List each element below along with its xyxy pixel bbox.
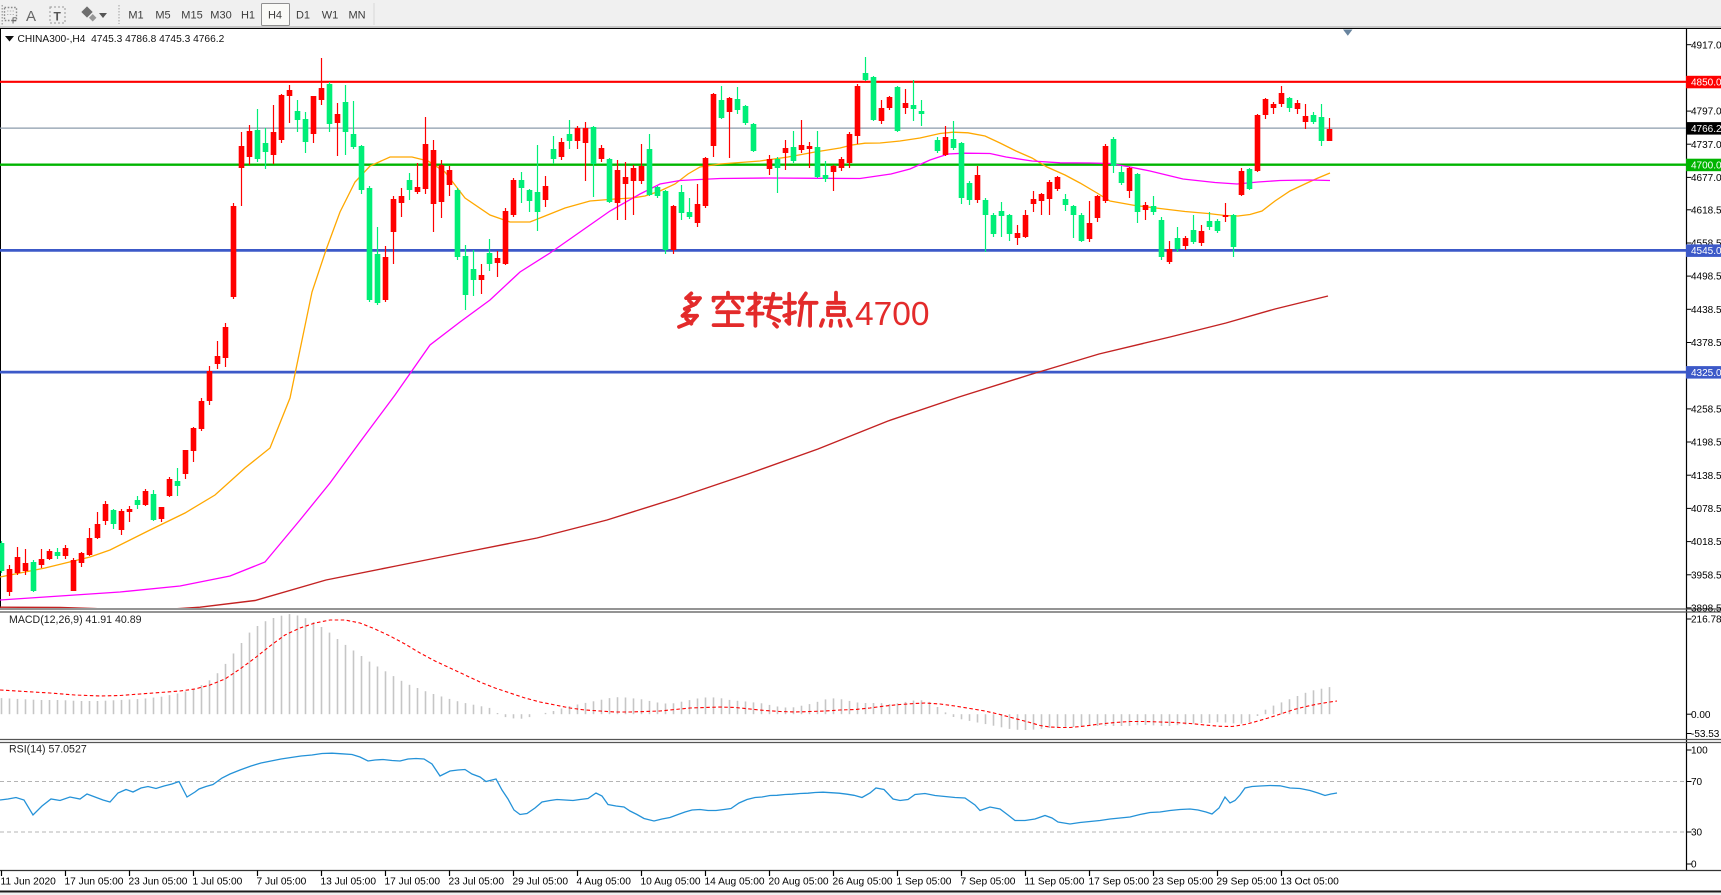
svg-text:30: 30 — [1691, 828, 1703, 839]
svg-text:H4: H4 — [268, 10, 282, 22]
svg-text:4325.0: 4325.0 — [1691, 368, 1721, 379]
svg-text:4078.5: 4078.5 — [1691, 504, 1721, 515]
svg-text:23 Jun 05:00: 23 Jun 05:00 — [129, 877, 188, 888]
svg-text:4378.5: 4378.5 — [1691, 338, 1721, 349]
svg-text:4737.0: 4737.0 — [1691, 140, 1721, 151]
svg-text:4498.5: 4498.5 — [1691, 272, 1721, 283]
svg-text:10 Aug 05:00: 10 Aug 05:00 — [641, 877, 701, 888]
svg-text:0.00: 0.00 — [1691, 710, 1711, 721]
svg-text:14 Aug 05:00: 14 Aug 05:00 — [705, 877, 765, 888]
svg-text:-53.53: -53.53 — [1691, 729, 1720, 740]
svg-text:11 Sep 05:00: 11 Sep 05:00 — [1025, 877, 1085, 888]
svg-text:26 Aug 05:00: 26 Aug 05:00 — [833, 877, 893, 888]
svg-text:4917.0: 4917.0 — [1691, 40, 1721, 51]
svg-text:4545.0: 4545.0 — [1691, 246, 1721, 257]
svg-text:4618.5: 4618.5 — [1691, 205, 1721, 216]
svg-text:29 Sep 05:00: 29 Sep 05:00 — [1217, 877, 1278, 888]
svg-text:13 Oct 05:00: 13 Oct 05:00 — [1281, 877, 1340, 888]
svg-text:4797.0: 4797.0 — [1691, 107, 1721, 118]
svg-text:4138.5: 4138.5 — [1691, 471, 1721, 482]
svg-text:RSI(14) 57.0527: RSI(14) 57.0527 — [9, 744, 87, 756]
svg-text:D1: D1 — [296, 10, 310, 22]
svg-text:11 Jun 2020: 11 Jun 2020 — [1, 877, 57, 888]
svg-text:4677.0: 4677.0 — [1691, 173, 1721, 184]
svg-text:MACD(12,26,9) 41.91 40.89: MACD(12,26,9) 41.91 40.89 — [9, 614, 142, 626]
svg-text:4850.0: 4850.0 — [1691, 78, 1721, 89]
svg-text:4258.5: 4258.5 — [1691, 405, 1721, 416]
svg-text:4558.5: 4558.5 — [1691, 239, 1721, 250]
svg-text:W1: W1 — [322, 10, 339, 22]
svg-text:7 Jul 05:00: 7 Jul 05:00 — [257, 877, 307, 888]
svg-text:0: 0 — [1691, 860, 1697, 871]
svg-text:17 Jul 05:00: 17 Jul 05:00 — [385, 877, 441, 888]
svg-text:MN: MN — [348, 10, 365, 22]
svg-text:4700: 4700 — [855, 296, 930, 333]
svg-text:H1: H1 — [241, 10, 255, 22]
svg-text:1 Jul 05:00: 1 Jul 05:00 — [193, 877, 243, 888]
svg-text:7 Sep 05:00: 7 Sep 05:00 — [961, 877, 1016, 888]
svg-text:M30: M30 — [210, 10, 231, 22]
svg-text:17 Sep 05:00: 17 Sep 05:00 — [1089, 877, 1150, 888]
svg-text:A: A — [26, 8, 36, 25]
svg-text:M5: M5 — [155, 10, 170, 22]
svg-text:100: 100 — [1691, 746, 1708, 757]
svg-text:1 Sep 05:00: 1 Sep 05:00 — [897, 877, 952, 888]
svg-text:20 Aug 05:00: 20 Aug 05:00 — [769, 877, 829, 888]
svg-text:CHINA300-,H4 4745.3 4786.8 47: CHINA300-,H4 4745.3 4786.8 4745.3 4766.2 — [18, 34, 225, 45]
svg-text:3958.5: 3958.5 — [1691, 570, 1721, 581]
svg-text:13 Jul 05:00: 13 Jul 05:00 — [321, 877, 377, 888]
svg-text:70: 70 — [1691, 777, 1703, 788]
svg-text:23 Jul 05:00: 23 Jul 05:00 — [449, 877, 505, 888]
svg-text:4198.5: 4198.5 — [1691, 438, 1721, 449]
svg-text:23 Sep 05:00: 23 Sep 05:00 — [1153, 877, 1214, 888]
svg-text:4018.5: 4018.5 — [1691, 537, 1721, 548]
svg-text:29 Jul 05:00: 29 Jul 05:00 — [513, 877, 569, 888]
svg-text:M1: M1 — [128, 10, 143, 22]
svg-text:T: T — [54, 10, 62, 24]
svg-text:F: F — [12, 17, 17, 26]
svg-text:216.78: 216.78 — [1691, 615, 1721, 626]
svg-text:4 Aug 05:00: 4 Aug 05:00 — [577, 877, 632, 888]
svg-text:4438.5: 4438.5 — [1691, 305, 1721, 316]
svg-text:3898.5: 3898.5 — [1691, 604, 1721, 615]
svg-text:4700.0: 4700.0 — [1691, 161, 1721, 172]
svg-text:4766.2: 4766.2 — [1691, 124, 1721, 135]
svg-text:17 Jun 05:00: 17 Jun 05:00 — [65, 877, 124, 888]
svg-text:M15: M15 — [181, 10, 202, 22]
